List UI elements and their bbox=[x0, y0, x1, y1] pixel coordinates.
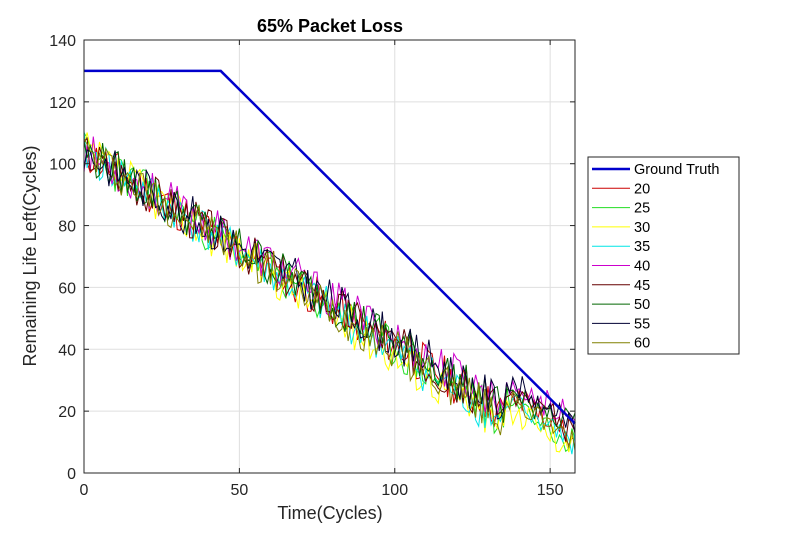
series-layer bbox=[83, 69, 576, 455]
plot-area bbox=[84, 40, 575, 473]
series-line-60 bbox=[83, 138, 576, 451]
legend-label: Ground Truth bbox=[634, 162, 719, 178]
y-tick-label: 80 bbox=[58, 219, 76, 236]
legend-label: 50 bbox=[634, 297, 650, 313]
x-tick-label: 0 bbox=[80, 482, 89, 499]
x-axis-label: Time(Cycles) bbox=[277, 503, 382, 523]
y-tick-label: 120 bbox=[49, 95, 76, 112]
plot-frame bbox=[83, 39, 576, 474]
y-tick-label: 20 bbox=[58, 404, 76, 421]
legend-box bbox=[587, 156, 740, 355]
legend-label: 35 bbox=[634, 239, 650, 255]
legend-label: 25 bbox=[634, 201, 650, 217]
y-tick-label: 0 bbox=[67, 466, 76, 483]
y-tick-label: 100 bbox=[49, 157, 76, 174]
legend-label: 55 bbox=[634, 316, 650, 332]
legend-label: 45 bbox=[634, 278, 650, 294]
legend-label: 60 bbox=[634, 336, 650, 352]
x-tick-label: 150 bbox=[537, 482, 564, 499]
x-tick-label: 50 bbox=[230, 482, 248, 499]
legend-label: 20 bbox=[634, 181, 650, 197]
x-tick-label: 100 bbox=[381, 482, 408, 499]
legend: Ground Truth 20 25 30 35 40 45 50 55 60 bbox=[587, 156, 740, 355]
y-tick-label: 140 bbox=[49, 33, 76, 50]
ticks: 0 50 100 150 0 20 40 60 80 100 120 140 bbox=[49, 33, 575, 499]
legend-label: 40 bbox=[634, 259, 650, 275]
series-line-55 bbox=[83, 149, 576, 434]
grid bbox=[84, 40, 575, 473]
ground-truth-line bbox=[84, 69, 576, 425]
chart-title: 65% Packet Loss bbox=[257, 16, 403, 36]
y-tick-label: 40 bbox=[58, 342, 76, 359]
legend-label: 30 bbox=[634, 220, 650, 236]
y-tick-label: 60 bbox=[58, 280, 76, 297]
y-axis-label: Remaining Life Left(Cycles) bbox=[20, 145, 40, 366]
